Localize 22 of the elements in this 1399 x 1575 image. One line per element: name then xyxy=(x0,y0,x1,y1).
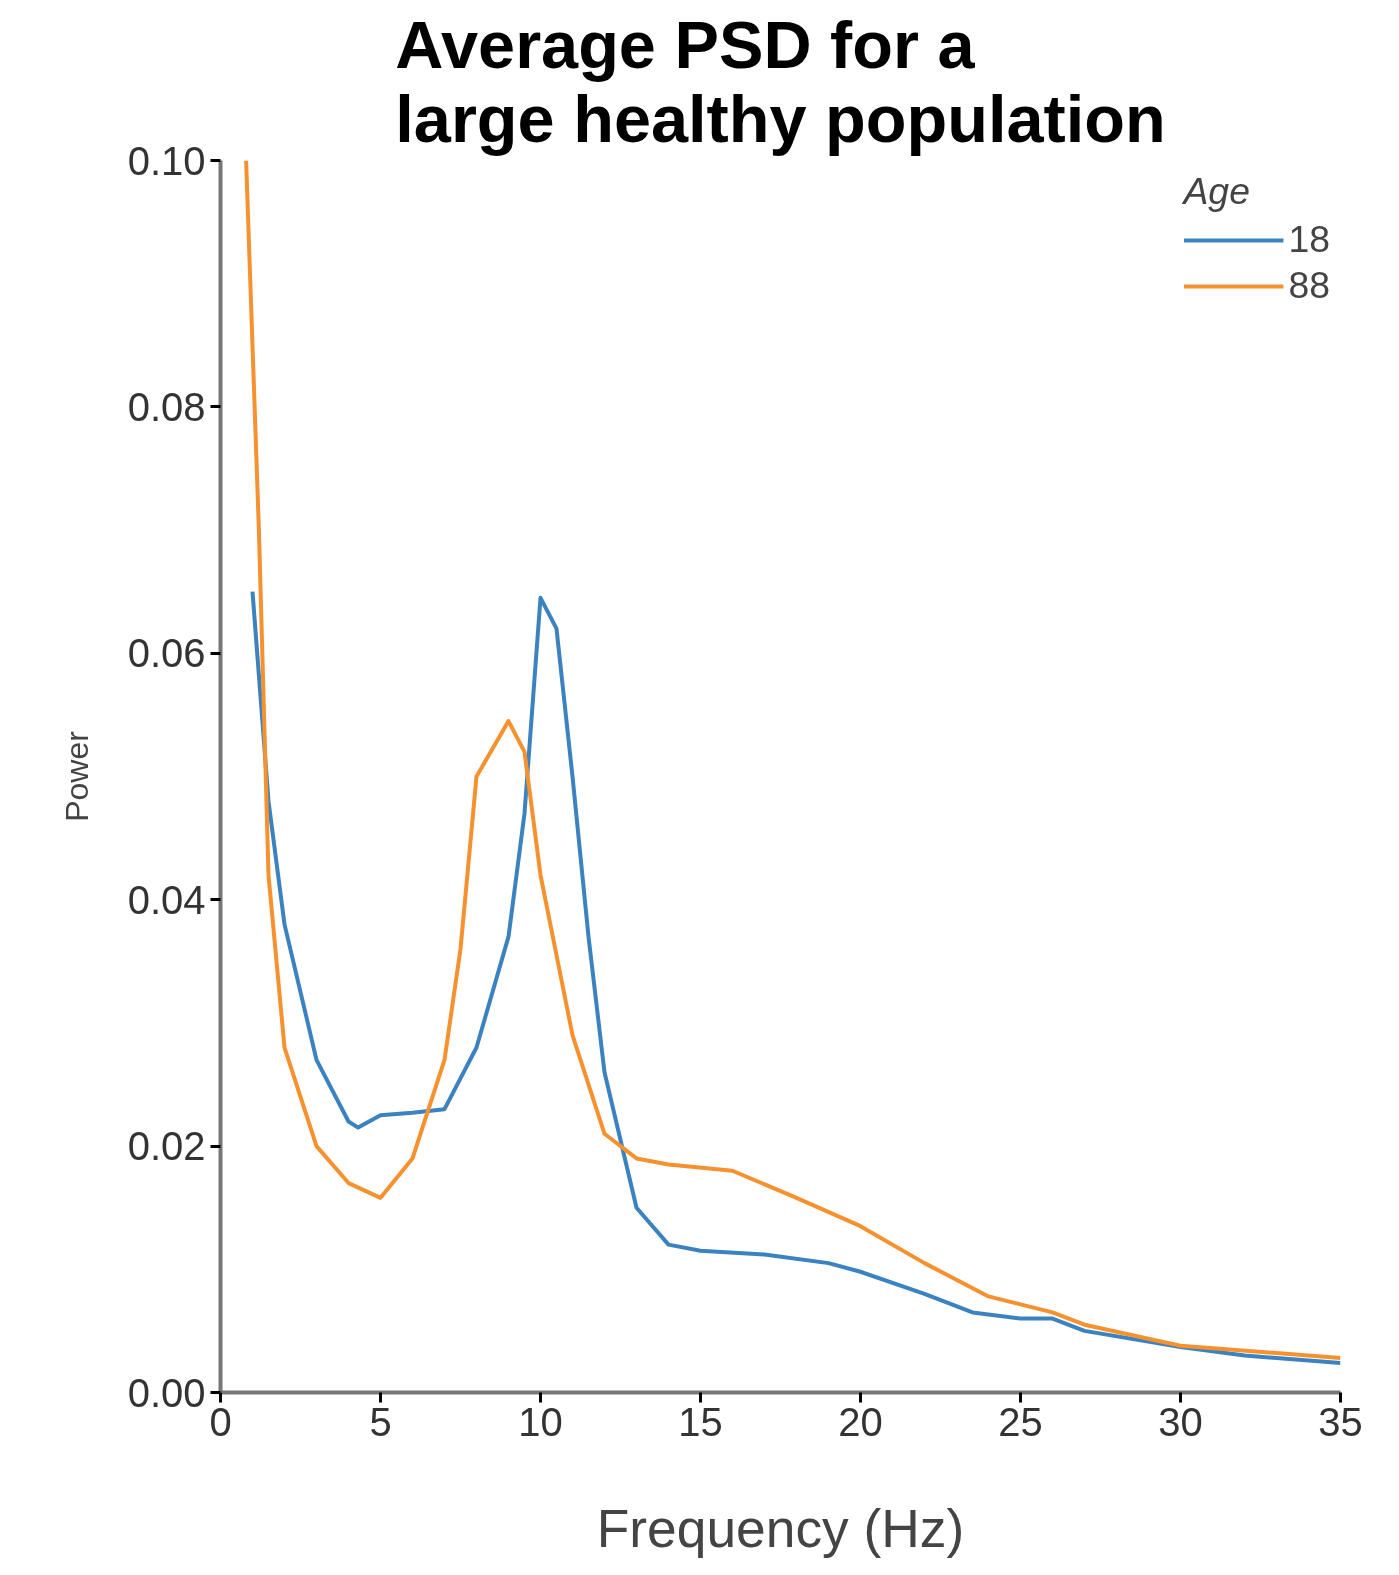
x-tick-label: 30 xyxy=(1158,1399,1203,1444)
y-tick-label: 0.00 xyxy=(127,1370,206,1415)
x-tick-label: 0 xyxy=(209,1399,232,1444)
y-tick-label: 0.02 xyxy=(127,1124,206,1169)
legend-label: 88 xyxy=(1288,264,1330,307)
x-axis-title: Frequency (Hz) xyxy=(596,1498,965,1558)
chart-title: Average PSD for a large healthy population xyxy=(395,7,1166,156)
line-series xyxy=(244,160,1341,1360)
x-tick-label: 20 xyxy=(838,1399,883,1444)
y-tick-label: 0.06 xyxy=(127,631,206,676)
y-tick-label: 0.04 xyxy=(127,877,206,922)
x-tick-label: 10 xyxy=(518,1399,563,1444)
y-tick-label: 0.08 xyxy=(127,384,206,429)
x-tick-label: 5 xyxy=(369,1399,392,1444)
x-tick-label: 15 xyxy=(678,1399,723,1444)
y-tick-label: 0.10 xyxy=(127,138,206,183)
x-tick-label: 35 xyxy=(1318,1399,1363,1444)
x-tick-label: 25 xyxy=(998,1399,1043,1444)
legend-title: Age xyxy=(1183,170,1251,213)
y-axis-title: Power xyxy=(58,730,95,822)
line-series xyxy=(250,589,1341,1365)
legend-label: 18 xyxy=(1288,218,1330,261)
